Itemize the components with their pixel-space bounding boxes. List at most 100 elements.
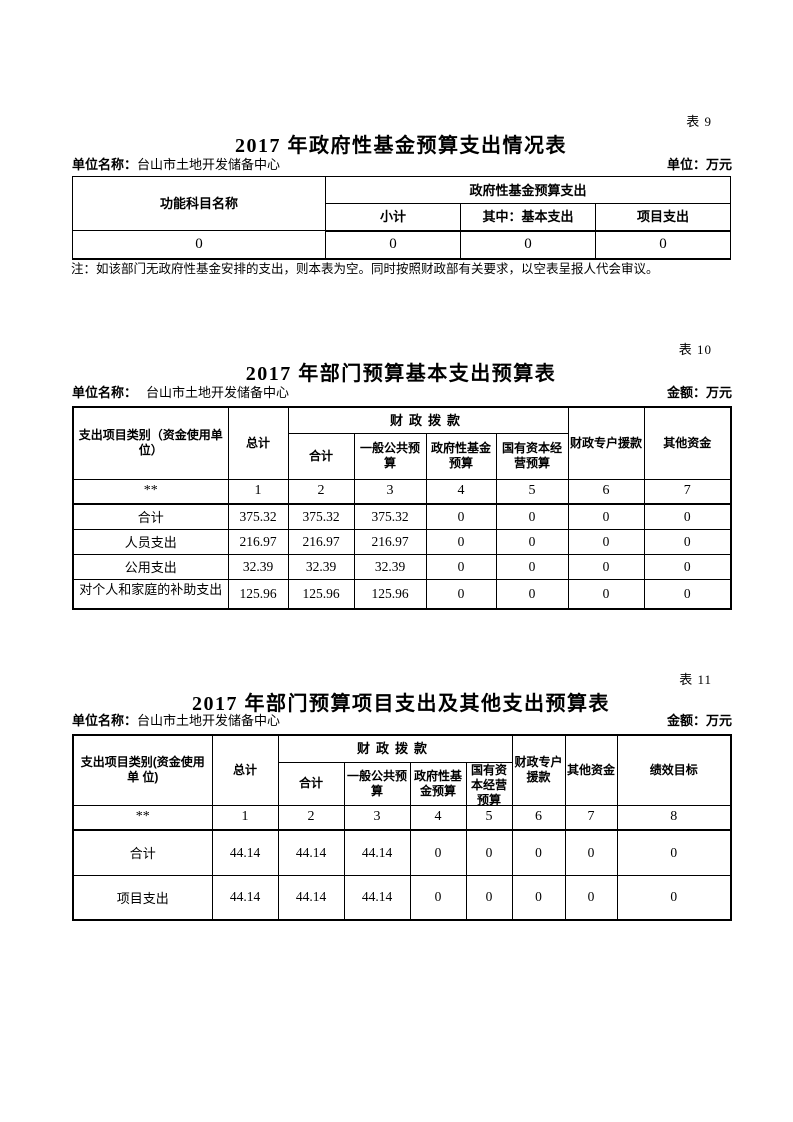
unit-name-value: 台山市土地开发储备中心 (146, 385, 290, 400)
table-cell: 0 (567, 553, 645, 580)
column-group-header: 财政拨款 (287, 406, 569, 434)
table9-label: 表 9 (686, 114, 712, 129)
column-header: 小计 (325, 203, 461, 232)
column-header: 总计 (227, 406, 289, 480)
table-cell: 0 (567, 503, 645, 530)
table-cell: 0 (564, 874, 618, 921)
column-header: 财政专户援款 (511, 734, 566, 806)
table-cell: 2 (277, 804, 345, 831)
table-cell: 5 (465, 804, 513, 831)
row-label-cell: 对个人和家庭的补助支出 (72, 578, 229, 610)
table-cell: 0 (425, 553, 497, 580)
column-header: 一般公共预算 (343, 761, 411, 806)
table-cell: 0 (465, 874, 513, 921)
table-cell: 7 (564, 804, 618, 831)
column-header: 政府性基金预算 (425, 432, 497, 480)
column-header: 绩效目标 (616, 734, 732, 806)
row-label: 合计 (72, 503, 229, 530)
table10-basic-expenditure: 支出项目类别（资金使用单位） 总计 财政拨款 财政专户援款 其他资金 合计 一般… (72, 406, 733, 610)
table-row: 对个人和家庭的补助支出 125.96 125.96 125.96 0 0 0 0 (72, 578, 732, 610)
table-cell: 0 (409, 874, 467, 921)
row-label: 合计 (72, 829, 213, 876)
table-cell: 0 (495, 553, 569, 580)
table-cell: 216.97 (227, 528, 289, 555)
table11-title: 2017 年部门预算项目支出及其他支出预算表 (192, 693, 610, 715)
table-cell: 375.32 (227, 503, 289, 530)
column-header: 财政专户援款 (567, 406, 645, 480)
table-row: 人员支出 216.97 216.97 216.97 0 0 0 0 (72, 528, 732, 555)
table-cell: 44.14 (343, 874, 411, 921)
table-cell: 0 (564, 829, 618, 876)
table11-meta: 单位名称：台山市土地开发储备中心 金额：万元 (72, 713, 732, 729)
unit-name: 单位名称：台山市土地开发储备中心 (72, 713, 280, 729)
table9-meta: 单位名称：台山市土地开发储备中心 单位：万元 (72, 157, 732, 173)
column-header: 项目支出 (594, 203, 732, 232)
column-header: 总计 (211, 734, 279, 806)
table-cell: 0 (425, 528, 497, 555)
table-cell: 375.32 (287, 503, 355, 530)
column-group-header: 财政拨款 (277, 734, 513, 763)
table10-title: 2017 年部门预算基本支出预算表 (245, 363, 557, 385)
table-cell: 0 (465, 829, 513, 876)
unit-name-value: 台山市土地开发储备中心 (137, 157, 281, 172)
column-header: 合计 (277, 761, 345, 806)
column-header: 支出项目类别（资金使用单位） (72, 406, 229, 480)
unit-name: 单位名称：台山市土地开发储备中心 (72, 157, 280, 173)
table-cell: 32.39 (353, 553, 427, 580)
column-header: 一般公共预算 (353, 432, 427, 480)
column-header: 国有资本经营预算 (471, 762, 508, 805)
column-header: 国有资本经营预算 (495, 432, 569, 480)
column-header: 其他资金 (564, 734, 618, 806)
table10-label: 表 10 (678, 342, 712, 357)
row-label: ** (72, 478, 229, 505)
table-cell: 125.96 (227, 578, 289, 610)
amount-unit-label: 金额：万元 (666, 713, 732, 728)
table10-meta: 单位名称： 台山市土地开发储备中心 金额：万元 (72, 385, 732, 401)
table-cell: 0 (495, 503, 569, 530)
column-header: 功能科目名称 (72, 176, 326, 231)
unit-label: 单位：万元 (666, 157, 732, 172)
table9-title: 2017 年政府性基金预算支出情况表 (235, 135, 567, 157)
table-cell: 44.14 (277, 829, 345, 876)
table9-note: 注：如该部门无政府性基金安排的支出，则本表为空。同时按照财政部有关要求，以空表呈… (71, 262, 659, 276)
table-cell: 375.32 (353, 503, 427, 530)
table-cell: 7 (643, 478, 732, 505)
unit-name-value: 台山市土地开发储备中心 (137, 713, 281, 728)
column-header: 合计 (287, 432, 355, 480)
table-row: 合计 375.32 375.32 375.32 0 0 0 0 (72, 503, 732, 530)
table-cell: 0 (511, 829, 566, 876)
table-cell: 0 (643, 578, 732, 610)
table-cell: 0 (425, 503, 497, 530)
table-row: 0 0 0 0 (72, 230, 732, 259)
table-cell: 0 (594, 230, 732, 259)
table11-label: 表 11 (679, 672, 712, 687)
row-label: 项目支出 (72, 874, 213, 921)
table-cell: 4 (425, 478, 497, 505)
column-header-cell: 国有资本经营预算 (465, 761, 513, 806)
table-cell: 0 (325, 230, 461, 259)
table9-fund-budget: 功能科目名称 政府性基金预算支出 小计 其中：基本支出 项目支出 0 0 0 0 (72, 176, 732, 260)
row-label: ** (72, 804, 213, 831)
table-cell: 1 (211, 804, 279, 831)
row-label: 公用支出 (72, 553, 229, 580)
table-cell: 6 (567, 478, 645, 505)
column-header: 支出项目类别(资金使用单 位) (72, 734, 213, 806)
table-cell: 6 (511, 804, 566, 831)
table-cell: 0 (567, 578, 645, 610)
table-cell: 8 (616, 804, 732, 831)
row-label: 人员支出 (72, 528, 229, 555)
table-cell: 0 (643, 528, 732, 555)
column-group-header: 政府性基金预算支出 (324, 176, 732, 204)
table-cell: 32.39 (227, 553, 289, 580)
unit-name-label: 单位名称： (72, 385, 138, 400)
table-row: ** 1 2 3 4 5 6 7 8 (72, 804, 732, 831)
table-cell: 3 (353, 478, 427, 505)
column-header: 其中：基本支出 (460, 203, 596, 232)
table-cell: 0 (460, 230, 596, 259)
table-row: ** 1 2 3 4 5 6 7 (72, 478, 732, 505)
table11-project-expenditure: 支出项目类别(资金使用单 位) 总计 财政拨款 财政专户援款 其他资金 绩效目标… (72, 734, 733, 921)
table-row: 合计 44.14 44.14 44.14 0 0 0 0 0 (72, 829, 732, 876)
table-cell: 0 (425, 578, 497, 610)
unit-name-label: 单位名称： (72, 713, 138, 728)
